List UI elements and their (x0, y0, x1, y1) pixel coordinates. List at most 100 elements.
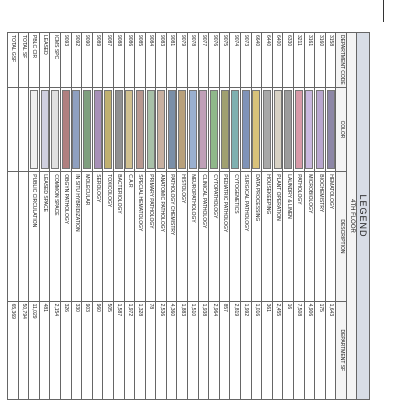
color-cell (282, 87, 294, 172)
legend-row: 9076 CYTOPATHOLOGY 2,964 (208, 32, 220, 400)
department-sf: 78 (145, 301, 156, 400)
color-swatch (29, 89, 38, 170)
color-swatch (210, 89, 219, 170)
department-code: ICMS SPC (49, 32, 61, 88)
color-swatch (93, 89, 102, 170)
department-code: LEASED (39, 32, 50, 88)
department-code: 3160 (314, 32, 326, 88)
description: CLINICAL PATHOLOGY (198, 171, 209, 302)
color-cell (251, 87, 262, 172)
legend-row: 9093 OBGYN PATHOLOGY 326 (60, 32, 72, 400)
description: PATHOLOGY CHEMISTRY (166, 171, 177, 302)
description: BIOCHEMISTRY (314, 171, 326, 302)
legend-row: 9077 CLINICAL PATHOLOGY 1,938 (198, 32, 209, 400)
color-cell (124, 87, 135, 172)
department-code: 9081 (166, 32, 177, 88)
department-code: 9093 (60, 32, 72, 88)
color-cell (240, 87, 252, 172)
column-header: COLOR (335, 87, 347, 172)
department-code: 9073 (240, 32, 252, 88)
description: SEROLOGY (92, 171, 103, 302)
legend-row: 9079 HISTOLOGY 1,883 (177, 32, 188, 400)
color-swatch (40, 89, 49, 170)
color-swatch (326, 89, 335, 170)
department-code: 9085 (134, 32, 146, 88)
department-code: 6400 (272, 32, 283, 88)
department-code: 9084 (145, 32, 156, 88)
department-code: 9083 (155, 32, 167, 88)
color-cell (39, 87, 50, 172)
department-code: 9090 (81, 32, 93, 88)
legend-row: 9090 MOLECULAR 903 (81, 32, 93, 400)
legend-row: PBLC CIR PUBLIC CIRCULATION 11,029 (28, 32, 40, 400)
description: ANATOMIC PATHOLOGY (155, 171, 167, 302)
color-cell (314, 87, 326, 172)
department-sf: 960 (92, 301, 103, 400)
department-sf: 1,972 (124, 301, 135, 400)
department-code: 9087 (102, 32, 114, 88)
department-code: 6330 (282, 32, 294, 88)
department-sf: 4,906 (304, 301, 315, 400)
department-sf: 857 (219, 301, 230, 400)
color-cell (102, 87, 114, 172)
department-code: 9086 (124, 32, 135, 88)
frame-line (383, 0, 384, 22)
department-sf: 1,643 (325, 301, 336, 400)
legend-row: 3161 MICROBIOLOGY 4,906 (304, 32, 315, 400)
description: NEUROPATHOLOGY (187, 171, 199, 302)
color-swatch (263, 89, 272, 170)
legend-row: 9078 NEUROPATHOLOGY 1,510 (187, 32, 199, 400)
column-header: DESCRIPTION (335, 171, 347, 302)
color-cell (198, 87, 209, 172)
description (7, 171, 19, 302)
description: CYTOGENETICS (229, 171, 241, 302)
department-code: TOTAL GSF (7, 32, 19, 88)
legend-row: 9086 C.A.R 1,972 (124, 32, 135, 400)
color-cell (71, 87, 82, 172)
description: C.A.R (124, 171, 135, 302)
department-sf: 1,328 (134, 301, 146, 400)
description: IN SITU HYBRIDIZATION (71, 171, 82, 302)
department-code: 6640 (251, 32, 262, 88)
legend-row: TOTAL SF 50,794 (18, 32, 29, 400)
color-swatch (157, 89, 166, 170)
department-sf: 7,508 (293, 301, 305, 400)
color-cell (49, 87, 61, 172)
department-sf: 330 (71, 301, 82, 400)
description: PLANT OPERATION (272, 171, 283, 302)
legend-row: 9073 SURGICAL PATHOLOGY 1,992 (240, 32, 252, 400)
department-sf: 16 (282, 301, 294, 400)
legend-row: 9092 IN SITU HYBRIDIZATION 330 (71, 32, 82, 400)
description: DATA PROCESSING (251, 171, 262, 302)
description: SPECIAL HEMATOLOGY (134, 171, 146, 302)
department-code: 6440 (261, 32, 273, 88)
department-sf: 4,360 (166, 301, 177, 400)
color-cell (113, 87, 125, 172)
legend-table: LEGEND 4TH FLOOR DEPARTMENT CODE COLOR D… (7, 32, 370, 400)
description: BACTERIOLOGY (113, 171, 125, 302)
department-sf: 11,029 (28, 301, 40, 400)
description: LAUNDRY & LINEN (282, 171, 294, 302)
department-code: 9089 (92, 32, 103, 88)
department-sf: 1,938 (198, 301, 209, 400)
legend-row: 9074 CYTOGENETICS 2,819 (229, 32, 241, 400)
color-cell (81, 87, 93, 172)
legend-row: 6440 HOUSEKEEPING 361 (261, 32, 273, 400)
legend-row: 6640 DATA PROCESSING 1,016 (251, 32, 262, 400)
legend-subtitle: 4TH FLOOR (346, 32, 357, 400)
color-cell (18, 87, 29, 172)
department-sf: 50,794 (18, 301, 29, 400)
legend-row: 3211 PATHOLOGY 7,508 (293, 32, 305, 400)
column-header: DEPARTMENT SF (335, 301, 347, 400)
legend-row: 9088 BACTERIOLOGY 1,587 (113, 32, 125, 400)
color-swatch (220, 89, 229, 170)
department-sf: 903 (81, 301, 93, 400)
color-cell (229, 87, 241, 172)
color-swatch (178, 89, 187, 170)
color-swatch (199, 89, 208, 170)
color-swatch (104, 89, 113, 170)
department-code: 9079 (177, 32, 188, 88)
color-cell (155, 87, 167, 172)
department-code: 3161 (304, 32, 315, 88)
department-sf: 2,455 (272, 301, 283, 400)
